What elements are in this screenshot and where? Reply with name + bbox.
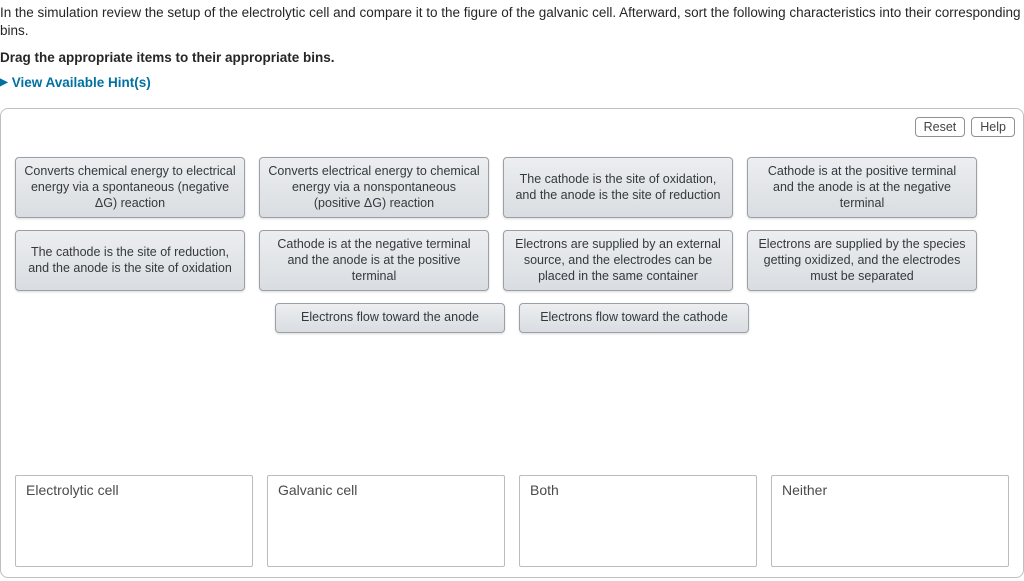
bin-galvanic[interactable]: Galvanic cell: [267, 475, 505, 567]
item-row: The cathode is the site of reduction, an…: [15, 230, 1009, 291]
bin-both[interactable]: Both: [519, 475, 757, 567]
drag-item[interactable]: The cathode is the site of reduction, an…: [15, 230, 245, 291]
drag-instruction-text: Drag the appropriate items to their appr…: [0, 50, 1024, 65]
bin-title: Galvanic cell: [278, 482, 494, 498]
bin-neither[interactable]: Neither: [771, 475, 1009, 567]
bin-title: Electrolytic cell: [26, 482, 242, 498]
drag-item[interactable]: Cathode is at the positive terminal and …: [747, 157, 977, 218]
drag-item[interactable]: Electrons are supplied by an external so…: [503, 230, 733, 291]
panel-button-bar: Reset Help: [915, 117, 1015, 137]
bins-row: Electrolytic cell Galvanic cell Both Nei…: [15, 475, 1009, 567]
help-button[interactable]: Help: [971, 117, 1015, 137]
caret-right-icon: ▶: [0, 77, 8, 88]
hints-label: View Available Hint(s): [12, 75, 151, 90]
drag-item[interactable]: Converts chemical energy to electrical e…: [15, 157, 245, 218]
view-hints-toggle[interactable]: ▶ View Available Hint(s): [0, 75, 151, 90]
draggable-items-area: Converts chemical energy to electrical e…: [15, 157, 1009, 333]
drag-item[interactable]: Converts electrical energy to chemical e…: [259, 157, 489, 218]
bin-title: Neither: [782, 482, 998, 498]
instruction-text: In the simulation review the setup of th…: [0, 4, 1024, 40]
drag-item[interactable]: Cathode is at the negative terminal and …: [259, 230, 489, 291]
drag-item[interactable]: The cathode is the site of oxidation, an…: [503, 157, 733, 218]
drag-item[interactable]: Electrons are supplied by the species ge…: [747, 230, 977, 291]
sorting-panel: Reset Help Converts chemical energy to e…: [0, 108, 1024, 578]
bin-electrolytic[interactable]: Electrolytic cell: [15, 475, 253, 567]
bin-title: Both: [530, 482, 746, 498]
item-row: Electrons flow toward the anode Electron…: [15, 303, 1009, 333]
drag-item[interactable]: Electrons flow toward the anode: [275, 303, 505, 333]
reset-button[interactable]: Reset: [915, 117, 966, 137]
item-row: Converts chemical energy to electrical e…: [15, 157, 1009, 218]
drag-item[interactable]: Electrons flow toward the cathode: [519, 303, 749, 333]
